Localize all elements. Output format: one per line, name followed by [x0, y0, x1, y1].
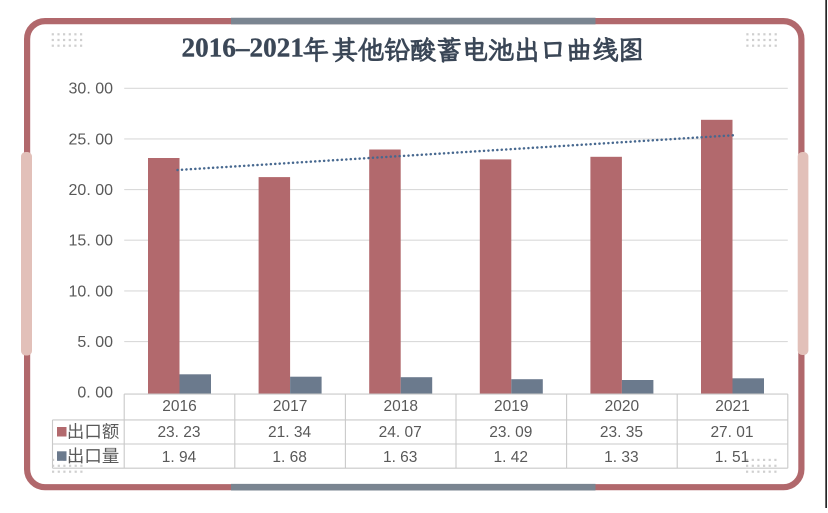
svg-text:21. 34: 21. 34 — [268, 424, 311, 441]
svg-text:24. 07: 24. 07 — [379, 424, 422, 441]
svg-text:2017: 2017 — [273, 398, 307, 415]
svg-text:23. 23: 23. 23 — [157, 424, 200, 441]
svg-text:23. 09: 23. 09 — [489, 424, 532, 441]
svg-text:1. 33: 1. 33 — [604, 449, 638, 466]
svg-text:30. 00: 30. 00 — [69, 81, 114, 98]
svg-text:10. 00: 10. 00 — [69, 283, 114, 300]
svg-text:23. 35: 23. 35 — [600, 424, 643, 441]
svg-text:1. 94: 1. 94 — [162, 449, 197, 466]
svg-text:5. 00: 5. 00 — [77, 334, 113, 351]
svg-text:1. 68: 1. 68 — [272, 449, 306, 466]
svg-text:1. 42: 1. 42 — [494, 449, 528, 466]
svg-text:1. 51: 1. 51 — [715, 449, 749, 466]
svg-text:25. 00: 25. 00 — [69, 131, 114, 148]
svg-text:20. 00: 20. 00 — [69, 182, 114, 199]
svg-text:27. 01: 27. 01 — [710, 424, 753, 441]
svg-text:2020: 2020 — [605, 398, 640, 415]
svg-text:2021: 2021 — [715, 398, 749, 415]
svg-text:15. 00: 15. 00 — [69, 233, 114, 250]
svg-text:2018: 2018 — [383, 398, 417, 415]
svg-text:2019: 2019 — [494, 398, 528, 415]
svg-text:1. 63: 1. 63 — [383, 449, 417, 466]
svg-text:0. 00: 0. 00 — [77, 385, 113, 402]
svg-text:2016: 2016 — [162, 398, 196, 415]
